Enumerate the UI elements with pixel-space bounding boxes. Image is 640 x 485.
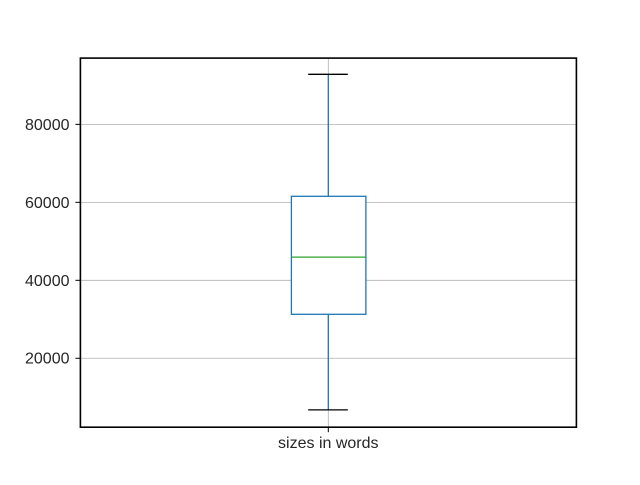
svg-text:40000: 40000 [25, 273, 70, 290]
svg-text:80000: 80000 [25, 117, 70, 134]
svg-text:60000: 60000 [25, 195, 70, 212]
svg-text:20000: 20000 [25, 351, 70, 368]
svg-text:sizes in words: sizes in words [278, 435, 378, 452]
